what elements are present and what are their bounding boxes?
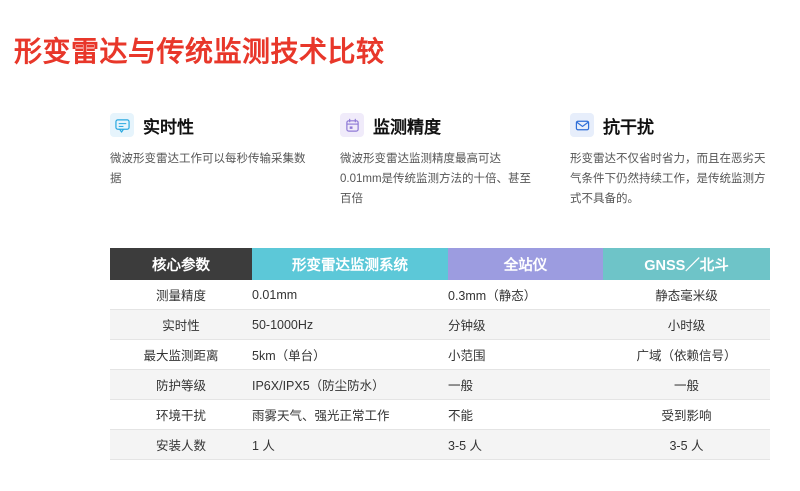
feature-heading: 实时性 [143, 117, 194, 137]
cell-radar: 0.01mm [252, 280, 448, 310]
column-header-gnss: GNSS／北斗 [603, 248, 770, 280]
feature-card-anti-interference: 抗干扰 形变雷达不仅省时省力，而且在恶劣天气条件下仍然持续工作，是传统监测方式不… [570, 110, 800, 209]
feature-heading: 监测精度 [373, 117, 441, 137]
cell-parameter: 安装人数 [110, 429, 252, 460]
cell-parameter: 防护等级 [110, 369, 252, 400]
feature-header: 实时性 [110, 110, 340, 140]
cell-gnss: 一般 [603, 369, 770, 400]
cell-gnss: 静态毫米级 [603, 280, 770, 310]
feature-list: 实时性 微波形变雷达工作可以每秒传输采集数据 监测精度 微波形变雷达监测精度最高… [110, 110, 800, 209]
cell-radar: 50-1000Hz [252, 309, 448, 340]
table-row: 环境干扰 雨雾天气、强光正常工作 不能 受到影响 [110, 399, 770, 430]
feature-body-text: 形变雷达不仅省时省力，而且在恶劣天气条件下仍然持续工作，是传统监测方式不具备的。 [570, 153, 766, 205]
speech-bubble-icon [110, 113, 134, 137]
cell-radar: IP6X/IPX5（防尘防水） [252, 369, 448, 400]
table-row: 测量精度 0.01mm 0.3mm（静态） 静态毫米级 [110, 280, 770, 310]
feature-body-text: 微波形变雷达工作可以每秒传输采集数据 [110, 153, 306, 185]
feature-header: 监测精度 [340, 110, 570, 140]
cell-parameter: 最大监测距离 [110, 339, 252, 370]
cell-gnss: 小时级 [603, 309, 770, 340]
cell-total-station: 小范围 [448, 339, 603, 370]
feature-card-accuracy: 监测精度 微波形变雷达监测精度最高可达0.01mm是传统监测方法的十倍、甚至百倍 [340, 110, 570, 209]
table-row: 实时性 50-1000Hz 分钟级 小时级 [110, 309, 770, 340]
table-header-row: 核心参数 形变雷达监测系统 全站仪 GNSS／北斗 [110, 248, 770, 280]
column-header-total-station: 全站仪 [448, 248, 603, 280]
cell-gnss: 广域（依赖信号） [603, 339, 770, 370]
feature-card-realtime: 实时性 微波形变雷达工作可以每秒传输采集数据 [110, 110, 340, 209]
table-row: 安装人数 1 人 3-5 人 3-5 人 [110, 429, 770, 460]
cell-gnss: 受到影响 [603, 399, 770, 430]
feature-heading: 抗干扰 [603, 117, 654, 137]
cell-total-station: 不能 [448, 399, 603, 430]
cell-total-station: 0.3mm（静态） [448, 280, 603, 310]
envelope-icon [570, 113, 594, 137]
table-row: 防护等级 IP6X/IPX5（防尘防水） 一般 一般 [110, 369, 770, 400]
feature-header: 抗干扰 [570, 110, 800, 140]
column-header-radar: 形变雷达监测系统 [252, 248, 448, 280]
cell-radar: 1 人 [252, 429, 448, 460]
cell-parameter: 环境干扰 [110, 399, 252, 430]
column-header-parameter: 核心参数 [110, 248, 252, 280]
cell-gnss: 3-5 人 [603, 429, 770, 460]
table-row: 最大监测距离 5km（单台） 小范围 广域（依赖信号） [110, 339, 770, 370]
cell-parameter: 实时性 [110, 309, 252, 340]
feature-body-text: 微波形变雷达监测精度最高可达0.01mm是传统监测方法的十倍、甚至百倍 [340, 153, 532, 205]
table-body: 测量精度 0.01mm 0.3mm（静态） 静态毫米级 实时性 50-1000H… [110, 280, 770, 460]
comparison-table-wrapper: 核心参数 形变雷达监测系统 全站仪 GNSS／北斗 测量精度 0.01mm 0.… [110, 248, 770, 460]
calendar-icon [340, 113, 364, 137]
comparison-table: 核心参数 形变雷达监测系统 全站仪 GNSS／北斗 测量精度 0.01mm 0.… [110, 248, 770, 460]
table-header: 核心参数 形变雷达监测系统 全站仪 GNSS／北斗 [110, 248, 770, 280]
cell-radar: 雨雾天气、强光正常工作 [252, 399, 448, 430]
cell-total-station: 分钟级 [448, 309, 603, 340]
cell-total-station: 一般 [448, 369, 603, 400]
cell-parameter: 测量精度 [110, 280, 252, 310]
page-title: 形变雷达与传统监测技术比较 [14, 36, 385, 67]
cell-total-station: 3-5 人 [448, 429, 603, 460]
cell-radar: 5km（单台） [252, 339, 448, 370]
